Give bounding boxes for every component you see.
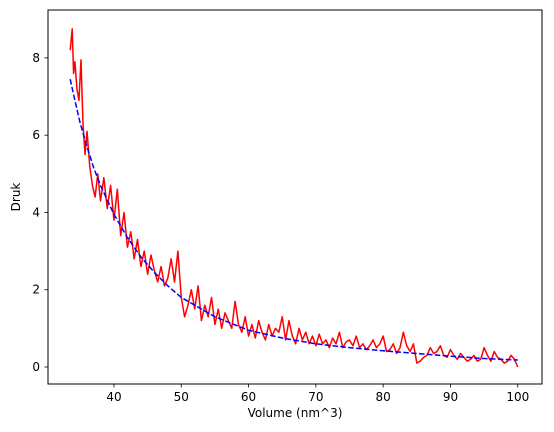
x-tick-label: 100 [506,390,529,404]
x-tick-label: 50 [174,390,189,404]
x-tick-label: 90 [443,390,458,404]
y-axis: 0 2 4 6 8 [32,51,48,374]
y-tick-label: 4 [32,205,40,219]
x-axis-label: Volume (nm^3) [248,406,343,420]
x-tick-label: 70 [308,390,323,404]
x-tick-label: 60 [241,390,256,404]
x-tick-label: 40 [106,390,121,404]
y-tick-label: 6 [32,128,40,142]
y-tick-label: 0 [32,360,40,374]
x-tick-label: 80 [376,390,391,404]
x-axis: 40 50 60 70 80 90 100 [106,384,529,404]
y-tick-label: 2 [32,283,40,297]
y-tick-label: 8 [32,51,40,65]
plot-area [48,10,542,384]
y-axis-label: Druk [9,183,23,212]
